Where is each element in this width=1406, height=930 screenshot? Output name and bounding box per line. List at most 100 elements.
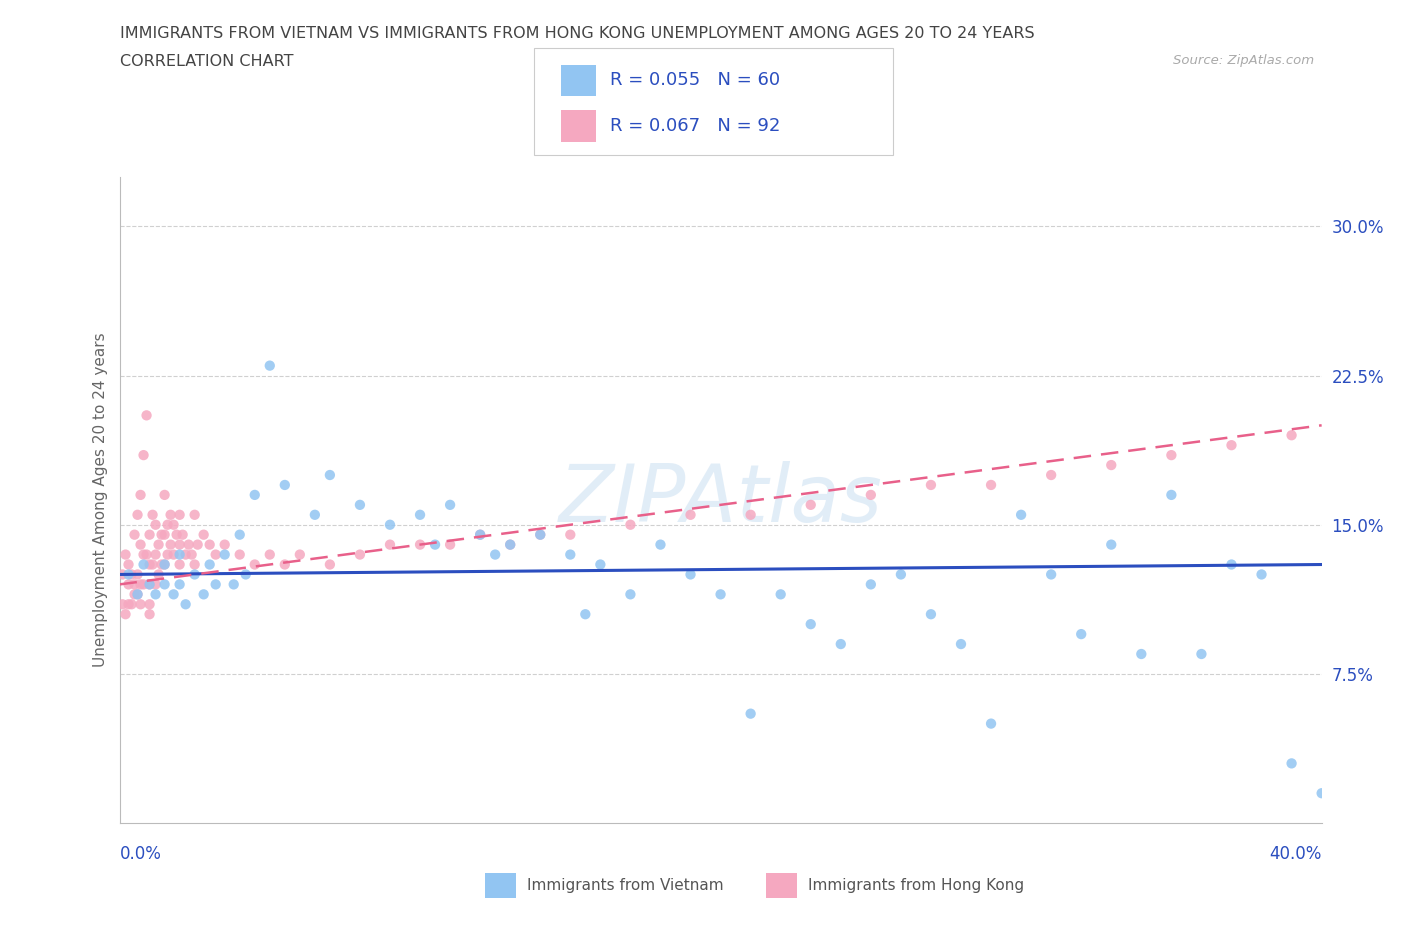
Point [129,487,152,502]
Point [148,538,170,552]
Point [150,557,173,572]
Point [145,587,167,602]
Text: R = 0.067   N = 92: R = 0.067 N = 92 [610,117,780,135]
Point [124,577,146,591]
Point [1099,458,1122,472]
Point [138,577,160,591]
Point [980,716,1002,731]
Point [679,508,702,523]
Point [153,557,176,572]
Point [349,547,371,562]
Point [169,577,191,591]
Point [174,547,197,562]
Point [127,508,149,523]
Point [129,538,152,552]
Point [145,577,167,591]
Point [800,498,823,512]
Point [183,557,205,572]
Point [114,606,136,621]
Text: R = 0.055   N = 60: R = 0.055 N = 60 [610,72,780,89]
Point [1250,567,1272,582]
Point [142,508,165,523]
Point [859,577,882,591]
Point [135,408,157,423]
Point [162,547,184,562]
Point [132,557,155,572]
Point [169,508,191,523]
Point [574,606,596,621]
Text: Immigrants from Vietnam: Immigrants from Vietnam [527,878,724,893]
Point [228,527,252,542]
Point [304,508,326,523]
Point [132,447,155,462]
Point [204,577,226,591]
Point [183,508,205,523]
Point [259,547,281,562]
Point [132,547,155,562]
Point [193,527,215,542]
Point [124,527,146,542]
Point [142,557,165,572]
Point [1040,567,1063,582]
Text: ZIPAtlas: ZIPAtlas [558,461,883,538]
Point [138,606,160,621]
Point [1160,487,1182,502]
Point [156,547,179,562]
Point [740,706,762,721]
Point [153,527,176,542]
Point [198,538,221,552]
Point [159,508,181,523]
Point [378,517,401,532]
Point [529,527,551,542]
Point [145,547,167,562]
Point [243,557,266,572]
Point [162,517,184,532]
Point [243,487,266,502]
Point [1281,428,1303,443]
Point [183,567,205,582]
Point [1400,408,1406,423]
Point [409,508,432,523]
Point [114,547,136,562]
Point [470,527,492,542]
Point [319,557,342,572]
Point [890,567,912,582]
Point [111,597,134,612]
Point [709,587,731,602]
Point [127,587,149,602]
Point [288,547,311,562]
Point [800,617,823,631]
Point [619,587,641,602]
Point [135,547,157,562]
Point [560,547,582,562]
Y-axis label: Unemployment Among Ages 20 to 24 years: Unemployment Among Ages 20 to 24 years [93,333,108,667]
Point [138,557,160,572]
Point [439,498,461,512]
Point [138,527,160,542]
Point [619,517,641,532]
Point [499,538,522,552]
Point [920,477,942,492]
Point [111,567,134,582]
Point [159,538,181,552]
Point [274,557,297,572]
Point [127,567,149,582]
Point [423,538,446,552]
Point [222,577,245,591]
Point [1220,557,1243,572]
Point [153,577,176,591]
Point [174,597,197,612]
Point [228,547,252,562]
Point [319,468,342,483]
Point [153,487,176,502]
Point [830,637,852,652]
Point [156,517,179,532]
Point [117,557,139,572]
Point [859,487,882,502]
Point [180,547,202,562]
Point [589,557,612,572]
Point [1070,627,1092,642]
Point [560,527,582,542]
Point [138,577,160,591]
Point [274,477,297,492]
